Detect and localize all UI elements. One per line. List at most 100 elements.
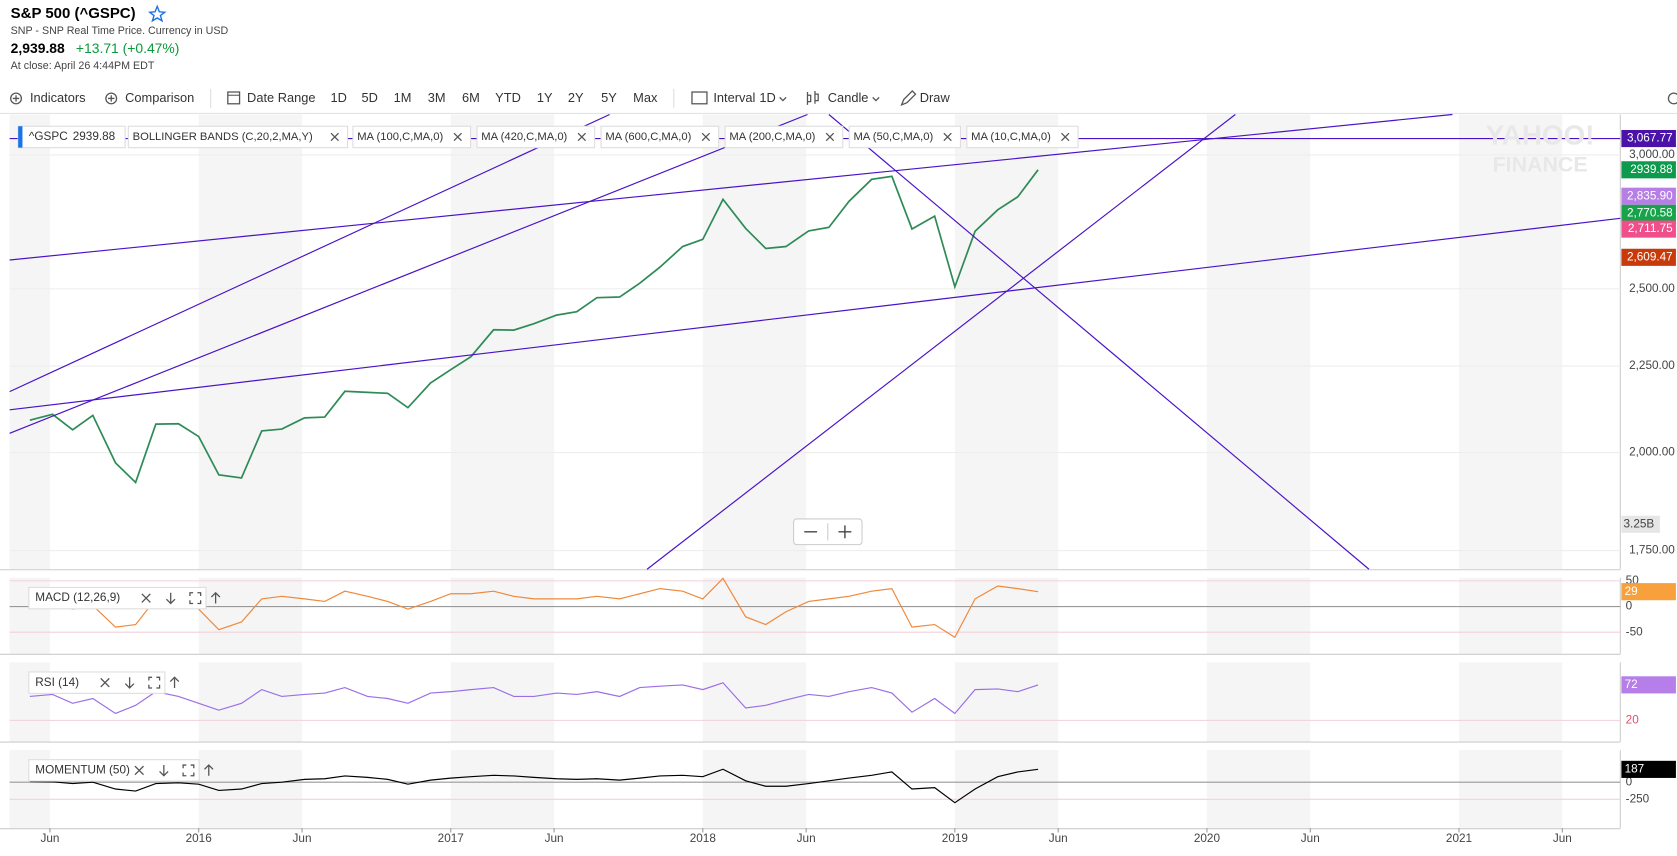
- move-up[interactable]: [204, 764, 214, 776]
- legend-indicator: MA (100,C,MA,0): [357, 131, 443, 143]
- toolbar-item[interactable]: 1D: [759, 90, 775, 105]
- series-line: [29, 682, 1039, 715]
- shade-band: [1458, 577, 1563, 654]
- shade-band: [1458, 750, 1563, 829]
- last-value-label: 29: [1625, 585, 1638, 598]
- last-value-tag: [1621, 760, 1676, 778]
- remove-indicator[interactable]: [134, 765, 144, 776]
- toolbar-item[interactable]: 1D: [330, 90, 346, 105]
- toolbar-item[interactable]: 5D: [361, 90, 377, 105]
- toolbar-item[interactable]: YTD: [495, 90, 521, 105]
- legend-accent: [18, 126, 23, 148]
- remove-indicator[interactable]: [1061, 132, 1070, 142]
- expand[interactable]: [148, 676, 161, 689]
- indicator-name: MOMENTUM (50): [35, 764, 130, 777]
- legend-value: 2939.88: [73, 130, 116, 143]
- shade-band: [954, 577, 1059, 654]
- price-tag: [1621, 129, 1676, 148]
- shade-band: [1458, 114, 1563, 570]
- remove-indicator[interactable]: [330, 132, 339, 142]
- shade-band: [702, 662, 807, 742]
- legend-indicator: MA (600,C,MA,0): [605, 131, 691, 143]
- toolbar-item[interactable]: 6M: [462, 90, 480, 105]
- remove-indicator[interactable]: [943, 132, 952, 142]
- expand[interactable]: [182, 764, 195, 777]
- zoom-control[interactable]: [793, 518, 863, 546]
- remove-indicator[interactable]: [100, 677, 110, 688]
- move-down[interactable]: [165, 592, 176, 605]
- last-value-tag: [1621, 676, 1676, 694]
- y-tick-label: -250: [1626, 792, 1650, 805]
- indicator-label-box: [28, 586, 207, 610]
- price-tag: [1621, 187, 1676, 205]
- shade-band: [198, 577, 303, 654]
- legend-tag: [724, 125, 844, 149]
- volume-tag: [1621, 515, 1660, 533]
- x-tick-label: Jun: [797, 832, 816, 845]
- expand[interactable]: [189, 592, 202, 605]
- watchlist-star[interactable]: [147, 4, 167, 23]
- shade-band: [954, 114, 1059, 570]
- shade-band: [1458, 662, 1563, 742]
- price-tag: [1621, 248, 1676, 266]
- legend-tag: [848, 125, 961, 149]
- remove-indicator[interactable]: [701, 132, 711, 142]
- shade-band: [450, 577, 555, 654]
- indicator-name: RSI (14): [35, 676, 79, 689]
- toolbar-item[interactable]: Date Range: [247, 90, 315, 105]
- remove-indicator[interactable]: [453, 132, 462, 142]
- y-tick-label: -50: [1626, 625, 1643, 638]
- indicator-label-box: [28, 759, 200, 782]
- quote-title: S&P 500 (^GSPC): [11, 5, 136, 22]
- toolbar-item[interactable]: 1M: [394, 90, 412, 105]
- remove-indicator[interactable]: [141, 593, 151, 603]
- x-tick-label: Jun: [1301, 832, 1320, 845]
- shade-band: [198, 114, 303, 570]
- move-down[interactable]: [124, 677, 135, 689]
- background-stripes: [9, 114, 1563, 829]
- legend-indicator: MA (200,C,MA,0): [729, 131, 815, 143]
- x-tick-label: Jun: [1553, 832, 1572, 845]
- shade-band: [9, 114, 50, 570]
- shade-band: [702, 750, 807, 829]
- toolbar-item[interactable]: 1Y: [537, 90, 553, 105]
- move-up[interactable]: [169, 676, 180, 689]
- legend-tag: [127, 125, 349, 149]
- toolbar-item[interactable]: Candle: [828, 90, 869, 105]
- toolbar-item[interactable]: Max: [633, 90, 658, 105]
- legend-indicator: BOLLINGER BANDS (C,20,2,MA,Y): [133, 131, 313, 143]
- y-tick-label: 1,750.00: [1629, 544, 1675, 557]
- move-up[interactable]: [210, 591, 221, 604]
- toolbar-item[interactable]: Interval: [713, 90, 755, 105]
- price-tag-label: 2,711.75: [1628, 222, 1673, 235]
- y-tick-label: 20: [1626, 713, 1640, 726]
- quote-price: 2,939.88: [11, 40, 65, 56]
- x-tick-label: Jun: [1049, 832, 1068, 845]
- toolbar-item[interactable]: Indicators: [30, 90, 86, 105]
- shade-band: [450, 750, 555, 829]
- legend-tag: [600, 125, 720, 149]
- price-tag-label: 2,609.47: [1627, 250, 1673, 263]
- x-tick-label: 2020: [1194, 832, 1221, 845]
- move-down[interactable]: [159, 765, 169, 777]
- toolbar-item[interactable]: Comparison: [125, 90, 194, 105]
- toolbar-icons: [10, 88, 1677, 109]
- toolbar-item[interactable]: 2Y: [568, 90, 584, 105]
- y-tick-label: 2,000.00: [1629, 446, 1675, 459]
- toolbar-item[interactable]: Draw: [920, 90, 951, 105]
- toolbar-item[interactable]: 5Y: [601, 90, 617, 105]
- x-tick-label: Jun: [545, 832, 564, 845]
- x-tick-label: 2017: [438, 832, 464, 845]
- last-value-label: 187: [1625, 762, 1645, 775]
- legend-indicator: MA (10,C,MA,0): [971, 131, 1051, 143]
- last-value-tag: [1621, 161, 1676, 179]
- remove-indicator[interactable]: [825, 132, 835, 142]
- legend-indicator: MA (420,C,MA,0): [481, 131, 567, 143]
- shade-band: [1206, 114, 1311, 570]
- quote-change: +13.71 (+0.47%): [76, 40, 179, 56]
- toolbar-item[interactable]: 3M: [428, 90, 446, 105]
- shade-band: [702, 577, 807, 654]
- remove-indicator[interactable]: [577, 132, 587, 142]
